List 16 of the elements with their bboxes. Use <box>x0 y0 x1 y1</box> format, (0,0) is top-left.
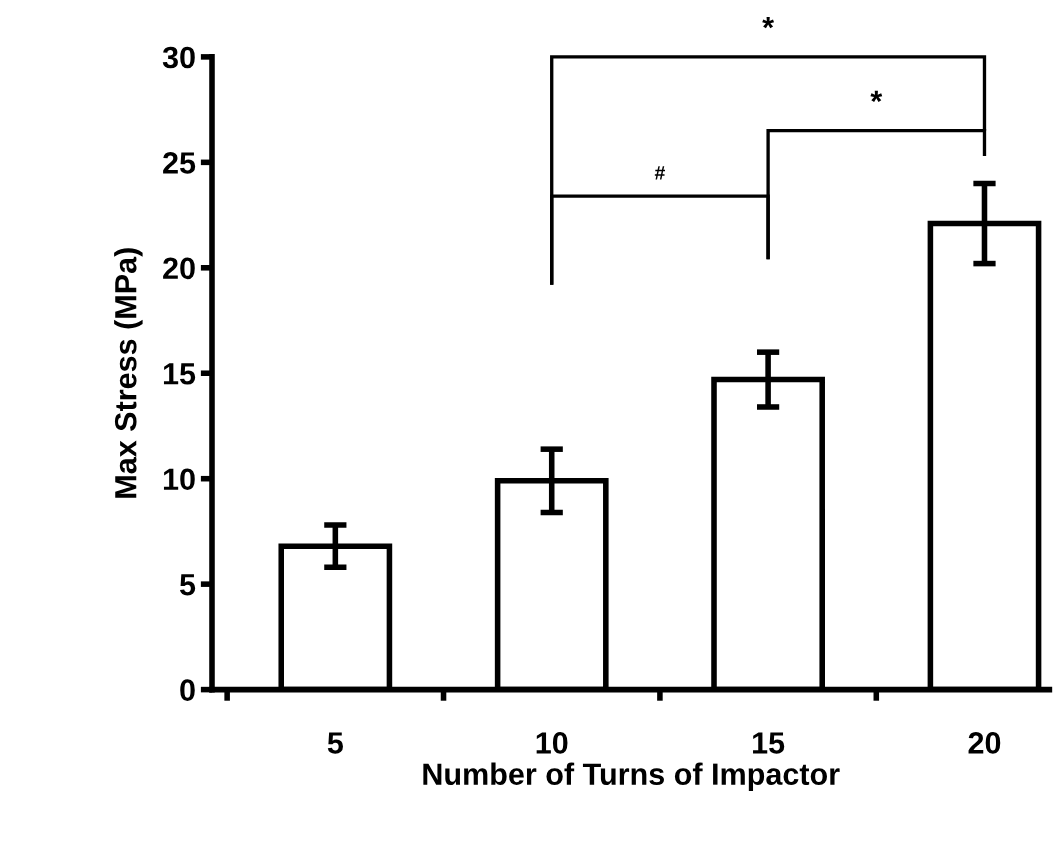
y-tick-label: 30 <box>162 46 195 69</box>
x-axis-title: Number of Turns of Impactor <box>423 762 840 792</box>
annotation: # <box>654 166 666 180</box>
y-tick-label: 10 <box>163 468 195 491</box>
x-tick-label: 15 <box>753 732 785 754</box>
x-tick-label: 10 <box>536 732 568 754</box>
y-axis-title: Max Stress (MPa) <box>114 248 143 498</box>
y-tick-label: 15 <box>163 363 196 385</box>
text: * <box>762 16 775 29</box>
y-tick-label: 0 <box>180 679 195 701</box>
x-tick-label: 20 <box>968 732 1001 754</box>
y-tick-label: 20 <box>163 257 195 280</box>
x-tick-label: 5 <box>327 732 343 754</box>
y-tick-label: 5 <box>179 574 196 596</box>
annotation: * <box>870 90 883 103</box>
y-tick-label: 25 <box>163 152 196 174</box>
